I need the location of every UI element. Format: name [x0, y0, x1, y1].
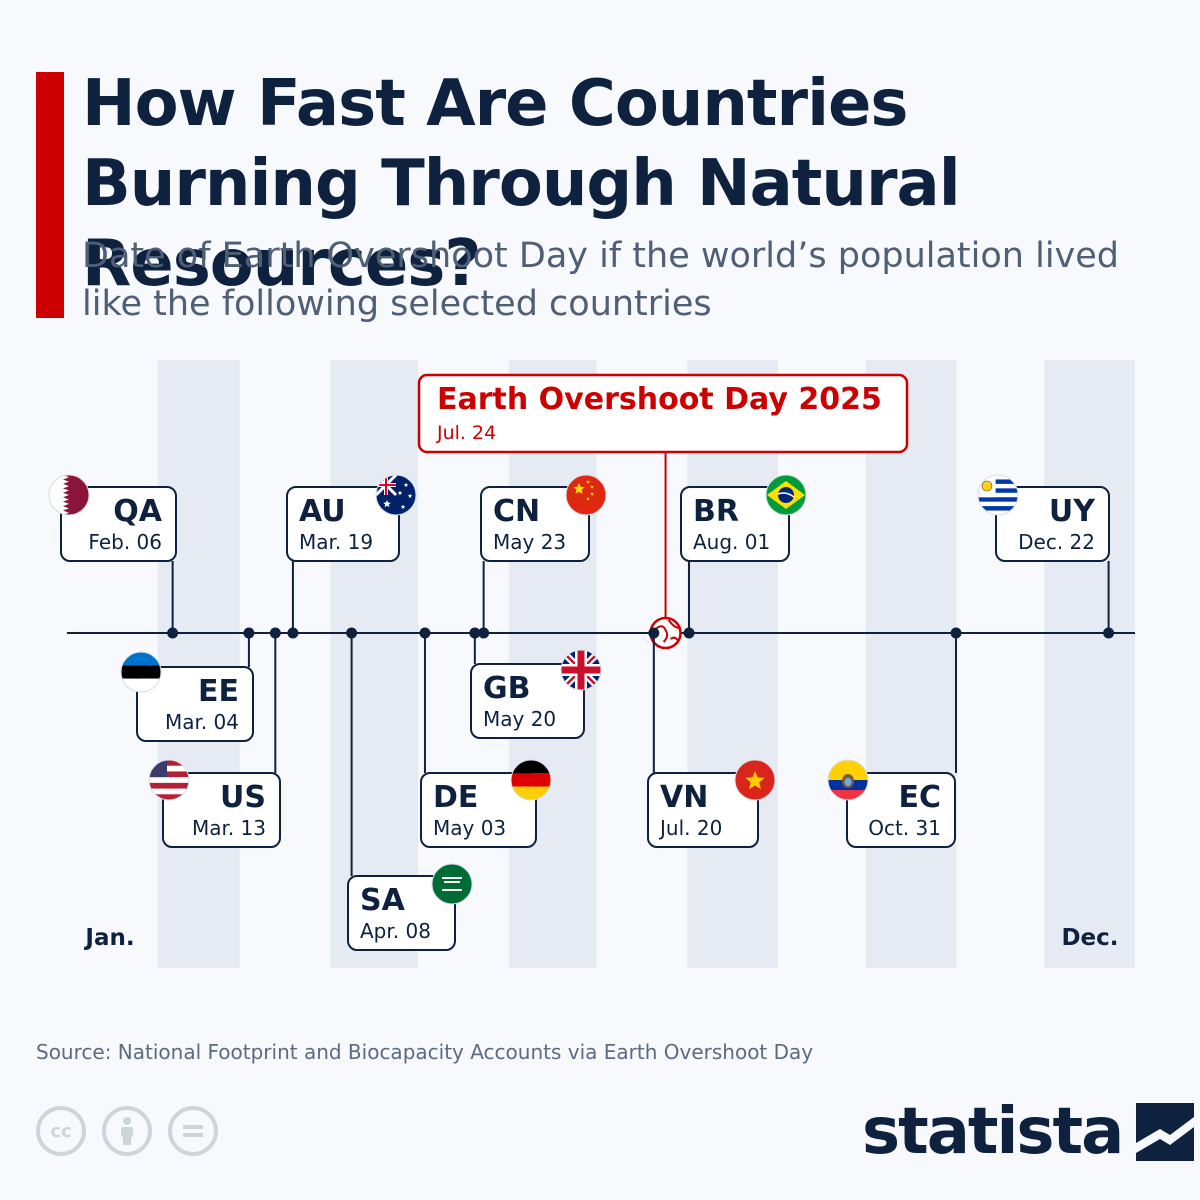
country-code: QA — [113, 494, 163, 529]
date-point — [950, 627, 962, 639]
page-title: How Fast Are Countries Burning Through N… — [82, 67, 961, 301]
country-label-box — [136, 666, 254, 742]
attribution-icon — [102, 1106, 152, 1156]
ee-flag-icon — [120, 651, 162, 693]
month-band — [1044, 360, 1135, 968]
overshoot-day-label: Earth Overshoot Day 2025 — [437, 382, 882, 417]
country-code: EE — [198, 674, 239, 709]
country-label-box — [647, 772, 759, 848]
date-point — [167, 627, 179, 639]
date-point — [478, 627, 490, 639]
country-label-box — [420, 772, 537, 848]
us-flag-icon — [148, 759, 190, 801]
country-code: CN — [493, 494, 540, 529]
country-date: Dec. 22 — [1018, 530, 1095, 554]
country-date: Oct. 31 — [868, 816, 941, 840]
country-code: SA — [360, 883, 406, 918]
cc-icon: cc — [36, 1106, 86, 1156]
license-icons: cc — [36, 1106, 218, 1156]
gb-flag-icon — [560, 649, 602, 691]
date-point — [648, 627, 660, 639]
country-date: May 23 — [493, 530, 566, 554]
date-point — [419, 627, 431, 639]
month-band — [157, 360, 240, 968]
month-band — [687, 360, 779, 968]
statista-logo: statista — [862, 1095, 1195, 1169]
country-date: Mar. 19 — [299, 530, 373, 554]
country-code: US — [220, 780, 266, 815]
country-date: Jul. 20 — [658, 816, 722, 840]
cn-flag-icon — [565, 474, 607, 516]
overshoot-timeline-chart: Jan. Dec. Earth Overshoot Day 2025 Jul. 24 Q… — [48, 360, 1135, 968]
date-point — [469, 627, 481, 639]
country-code: AU — [299, 494, 346, 529]
accent-bar — [36, 72, 64, 318]
source-note: Source: National Footprint and Biocapaci… — [36, 1040, 814, 1064]
date-point — [287, 627, 299, 639]
country-label-box — [162, 772, 281, 848]
country-label-box — [480, 486, 590, 562]
au-flag-icon — [375, 474, 417, 516]
no-derivatives-icon — [168, 1106, 218, 1156]
axis-end-label: Dec. — [1061, 925, 1118, 951]
overshoot-day-date: Jul. 24 — [436, 422, 496, 444]
country-code: EC — [898, 780, 941, 815]
country-code: VN — [660, 780, 708, 815]
month-band — [865, 360, 957, 968]
overshoot-day-marker: Earth Overshoot Day 2025 Jul. 24 — [417, 373, 909, 650]
country-date: May 03 — [433, 816, 506, 840]
brand-name: statista — [862, 1095, 1124, 1169]
country-label-box — [60, 486, 177, 562]
country-date: Mar. 04 — [165, 710, 239, 734]
country-label-box — [680, 486, 790, 562]
country-date: Mar. 13 — [192, 816, 266, 840]
country-label-box — [286, 486, 400, 562]
br-flag-icon — [765, 474, 807, 516]
country-code: GB — [483, 671, 531, 706]
country-code: BR — [693, 494, 739, 529]
country-date: May 20 — [483, 707, 556, 731]
country-date: Feb. 06 — [88, 530, 162, 554]
country-label-box — [470, 663, 585, 739]
date-point — [683, 627, 695, 639]
de-flag-icon — [510, 759, 552, 801]
date-point — [243, 627, 255, 639]
date-point — [1103, 627, 1115, 639]
ec-flag-icon — [827, 759, 869, 801]
country-date: Apr. 08 — [360, 919, 431, 943]
country-label-box — [846, 772, 956, 848]
date-point — [346, 627, 358, 639]
uy-flag-icon — [977, 474, 1019, 516]
country-label-box — [347, 875, 456, 951]
vn-flag-icon — [734, 759, 776, 801]
month-band — [330, 360, 419, 968]
statista-logo-icon — [1136, 1103, 1195, 1161]
country-code: UY — [1049, 494, 1096, 529]
date-point — [269, 627, 281, 639]
sa-flag-icon — [431, 863, 473, 905]
country-code: DE — [433, 780, 478, 815]
axis-start-label: Jan. — [83, 925, 134, 951]
country-date: Aug. 01 — [693, 530, 770, 554]
country-label-box — [995, 486, 1110, 562]
page-subtitle: Date of Earth Overshoot Day if the world… — [82, 236, 1120, 324]
overshoot-day-box — [417, 373, 909, 454]
qa-flag-icon — [48, 474, 90, 516]
